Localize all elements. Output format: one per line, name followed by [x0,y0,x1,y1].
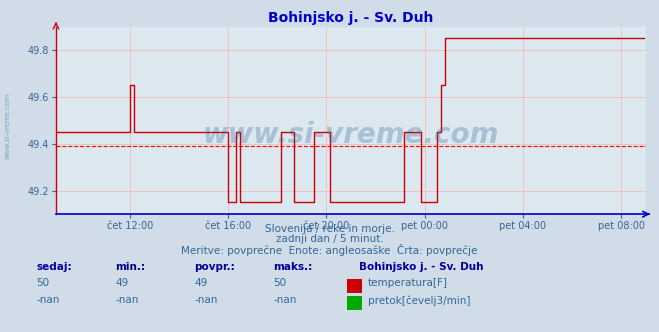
Text: sedaj:: sedaj: [36,262,72,272]
Text: -nan: -nan [194,295,217,305]
Text: 50: 50 [36,278,49,288]
Text: 50: 50 [273,278,287,288]
Text: 49: 49 [115,278,129,288]
Text: -nan: -nan [273,295,297,305]
Text: min.:: min.: [115,262,146,272]
Text: maks.:: maks.: [273,262,313,272]
Text: povpr.:: povpr.: [194,262,235,272]
Text: -nan: -nan [36,295,59,305]
Text: zadnji dan / 5 minut.: zadnji dan / 5 minut. [275,234,384,244]
Text: www.si-vreme.com: www.si-vreme.com [5,93,11,159]
Text: Bohinjsko j. - Sv. Duh: Bohinjsko j. - Sv. Duh [359,262,484,272]
Text: temperatura[F]: temperatura[F] [368,278,447,288]
Title: Bohinjsko j. - Sv. Duh: Bohinjsko j. - Sv. Duh [268,11,434,25]
Text: www.si-vreme.com: www.si-vreme.com [203,122,499,149]
Text: Meritve: povprečne  Enote: angleosaške  Črta: povprečje: Meritve: povprečne Enote: angleosaške Čr… [181,244,478,256]
Text: 49: 49 [194,278,208,288]
Text: Slovenija / reke in morje.: Slovenija / reke in morje. [264,224,395,234]
Text: -nan: -nan [115,295,138,305]
Text: pretok[čevelj3/min]: pretok[čevelj3/min] [368,295,471,306]
